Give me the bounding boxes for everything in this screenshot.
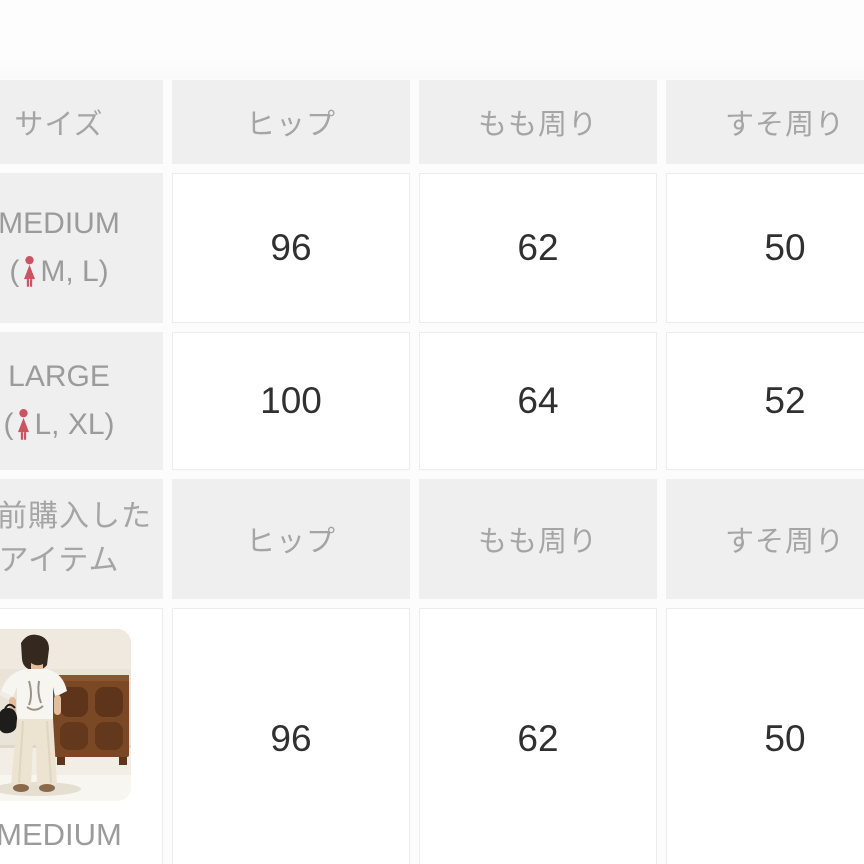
column-header-size-label: サイズ (14, 109, 104, 141)
cell-medium-thigh: 62 (419, 173, 657, 323)
fit-open-paren: ( (9, 255, 20, 288)
column-header-hip-label: ヒップ (245, 109, 336, 141)
cell-large-hip: 100 (172, 332, 410, 470)
value-medium-hem: 50 (764, 227, 806, 268)
column-header-hem: すそ周り (666, 80, 864, 164)
value-large-thigh: 64 (517, 380, 559, 421)
history-item-size-name: MEDIUM (0, 817, 122, 852)
value-history-hem: 50 (764, 718, 806, 759)
history-title-line2: アイテム (0, 544, 120, 577)
fit-text-large: L, XL) (34, 408, 115, 441)
fit-open-paren: ( (3, 408, 14, 441)
size-name-large: LARGE (8, 360, 110, 393)
value-history-hip: 96 (270, 718, 312, 759)
value-large-hip: 100 (260, 380, 322, 421)
row-label-large: LARGE ( L, XL) (0, 332, 163, 470)
history-section-title: 以前購入した アイテム (0, 479, 163, 599)
column-header-hip: ヒップ (172, 80, 410, 164)
row-label-medium: MEDIUM ( M, L) (0, 173, 163, 323)
value-medium-hip: 96 (270, 227, 312, 268)
cell-history-hip: 96 (172, 608, 410, 864)
product-photo-image (0, 629, 131, 801)
history-column-hip-label: ヒップ (245, 526, 336, 558)
column-header-thigh-label: もも周り (477, 109, 598, 141)
female-figure-icon (18, 408, 30, 440)
size-fit-large: ( L, XL) (3, 401, 114, 449)
value-history-thigh: 62 (517, 718, 559, 759)
value-large-hem: 52 (764, 380, 806, 421)
female-figure-icon (24, 255, 36, 287)
column-header-hem-label: すそ周り (724, 109, 845, 141)
size-name-medium: MEDIUM (0, 207, 120, 240)
history-column-header-hem: すそ周り (666, 479, 864, 599)
cell-medium-hip: 96 (172, 173, 410, 323)
size-chart-table: サイズ ヒップ もも周り すそ周り MEDIUM ( M, L) (0, 80, 864, 864)
cell-large-thigh: 64 (419, 332, 657, 470)
product-photo[interactable] (0, 629, 131, 801)
cell-large-hem: 52 (666, 332, 864, 470)
history-item-cell[interactable]: MEDIUM (0, 608, 163, 864)
history-column-thigh-label: もも周り (477, 526, 598, 558)
cell-history-hem: 50 (666, 608, 864, 864)
history-column-hem-label: すそ周り (724, 526, 845, 558)
history-title-line1: 以前購入した (0, 500, 152, 533)
cell-medium-hem: 50 (666, 173, 864, 323)
fit-text-medium: M, L) (40, 255, 109, 288)
column-header-size: サイズ (0, 80, 163, 164)
history-column-header-thigh: もも周り (419, 479, 657, 599)
cell-history-thigh: 62 (419, 608, 657, 864)
size-fit-medium: ( M, L) (9, 248, 108, 296)
column-header-thigh: もも周り (419, 80, 657, 164)
value-medium-thigh: 62 (517, 227, 559, 268)
history-column-header-hip: ヒップ (172, 479, 410, 599)
